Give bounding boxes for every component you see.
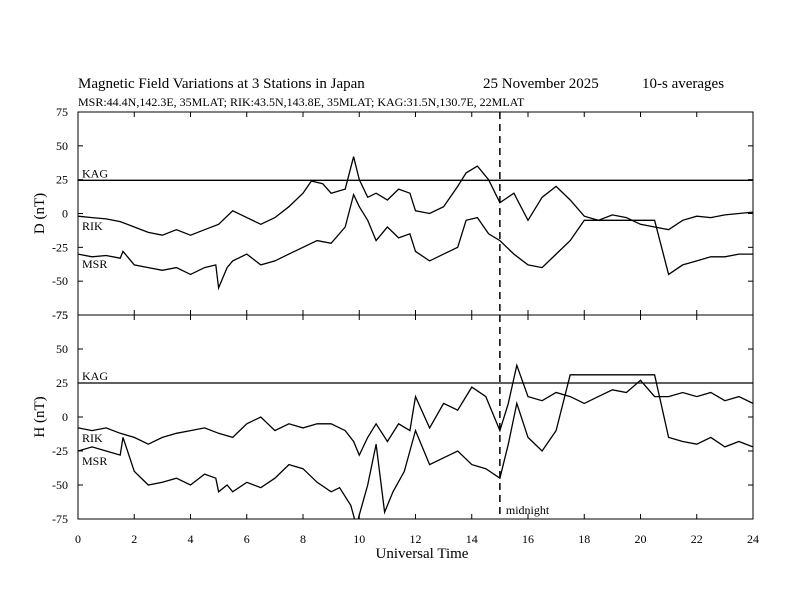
y-axis-label: H (nT) <box>32 396 48 437</box>
y-tick-label: 0 <box>62 207 68 221</box>
series-label-rik: RIK <box>82 431 103 445</box>
y-tick-label: -50 <box>52 478 68 492</box>
panel-d: 75 50 25 0 -25 -50 -75 D (nT) KAG RIK MSR <box>32 105 754 322</box>
y-tick-label: -75 <box>52 308 68 322</box>
y-tick-label: 75 <box>56 105 68 119</box>
y-tick-label: -25 <box>52 444 68 458</box>
y-tick-label: 25 <box>56 173 68 187</box>
x-tick-label: 18 <box>578 532 590 546</box>
x-tick-label: 12 <box>410 532 422 546</box>
x-tick-label: 16 <box>522 532 534 546</box>
series-label-kag: KAG <box>82 369 108 383</box>
y-tick-label: 75 <box>56 308 68 322</box>
x-tick-label: 14 <box>466 532 478 546</box>
y-tick-label: 0 <box>62 410 68 424</box>
x-tick-label: 4 <box>188 532 194 546</box>
station-info: MSR:44.4N,142.3E, 35MLAT; RIK:43.5N,143.… <box>78 95 525 109</box>
series-line-msr <box>78 374 753 519</box>
averaging-label: 10-s averages <box>642 76 724 92</box>
y-tick-label: 25 <box>56 376 68 390</box>
series-line-rik <box>78 156 753 236</box>
series-line-msr <box>78 192 753 291</box>
y-tick-label: -75 <box>52 512 68 526</box>
series-label-msr: MSR <box>82 454 107 468</box>
x-tick-label: 8 <box>300 532 306 546</box>
x-tick-label: 6 <box>244 532 250 546</box>
y-tick-label: -25 <box>52 240 68 254</box>
chart-title: Magnetic Field Variations at 3 Stations … <box>78 76 365 92</box>
x-tick-label: 20 <box>635 532 647 546</box>
midnight-label: midnight <box>506 503 550 517</box>
x-axis-label: Universal Time <box>376 546 469 562</box>
x-tick-label: 24 <box>747 532 759 546</box>
x-tick-label: 22 <box>691 532 703 546</box>
panel-frame <box>77 111 754 316</box>
y-tick-label: 50 <box>56 342 68 356</box>
chart-date: 25 November 2025 <box>483 76 599 92</box>
x-tick-label: 10 <box>353 532 365 546</box>
x-tick-label: 0 <box>75 532 81 546</box>
panel-frame <box>77 314 754 520</box>
y-tick-label: 50 <box>56 139 68 153</box>
series-line-rik <box>78 362 753 457</box>
x-tick-label: 2 <box>131 532 137 546</box>
series-label-msr: MSR <box>82 257 107 271</box>
y-tick-label: -50 <box>52 274 68 288</box>
y-axis-label: D (nT) <box>32 193 48 234</box>
series-label-rik: RIK <box>82 219 103 233</box>
series-label-kag: KAG <box>82 166 108 180</box>
